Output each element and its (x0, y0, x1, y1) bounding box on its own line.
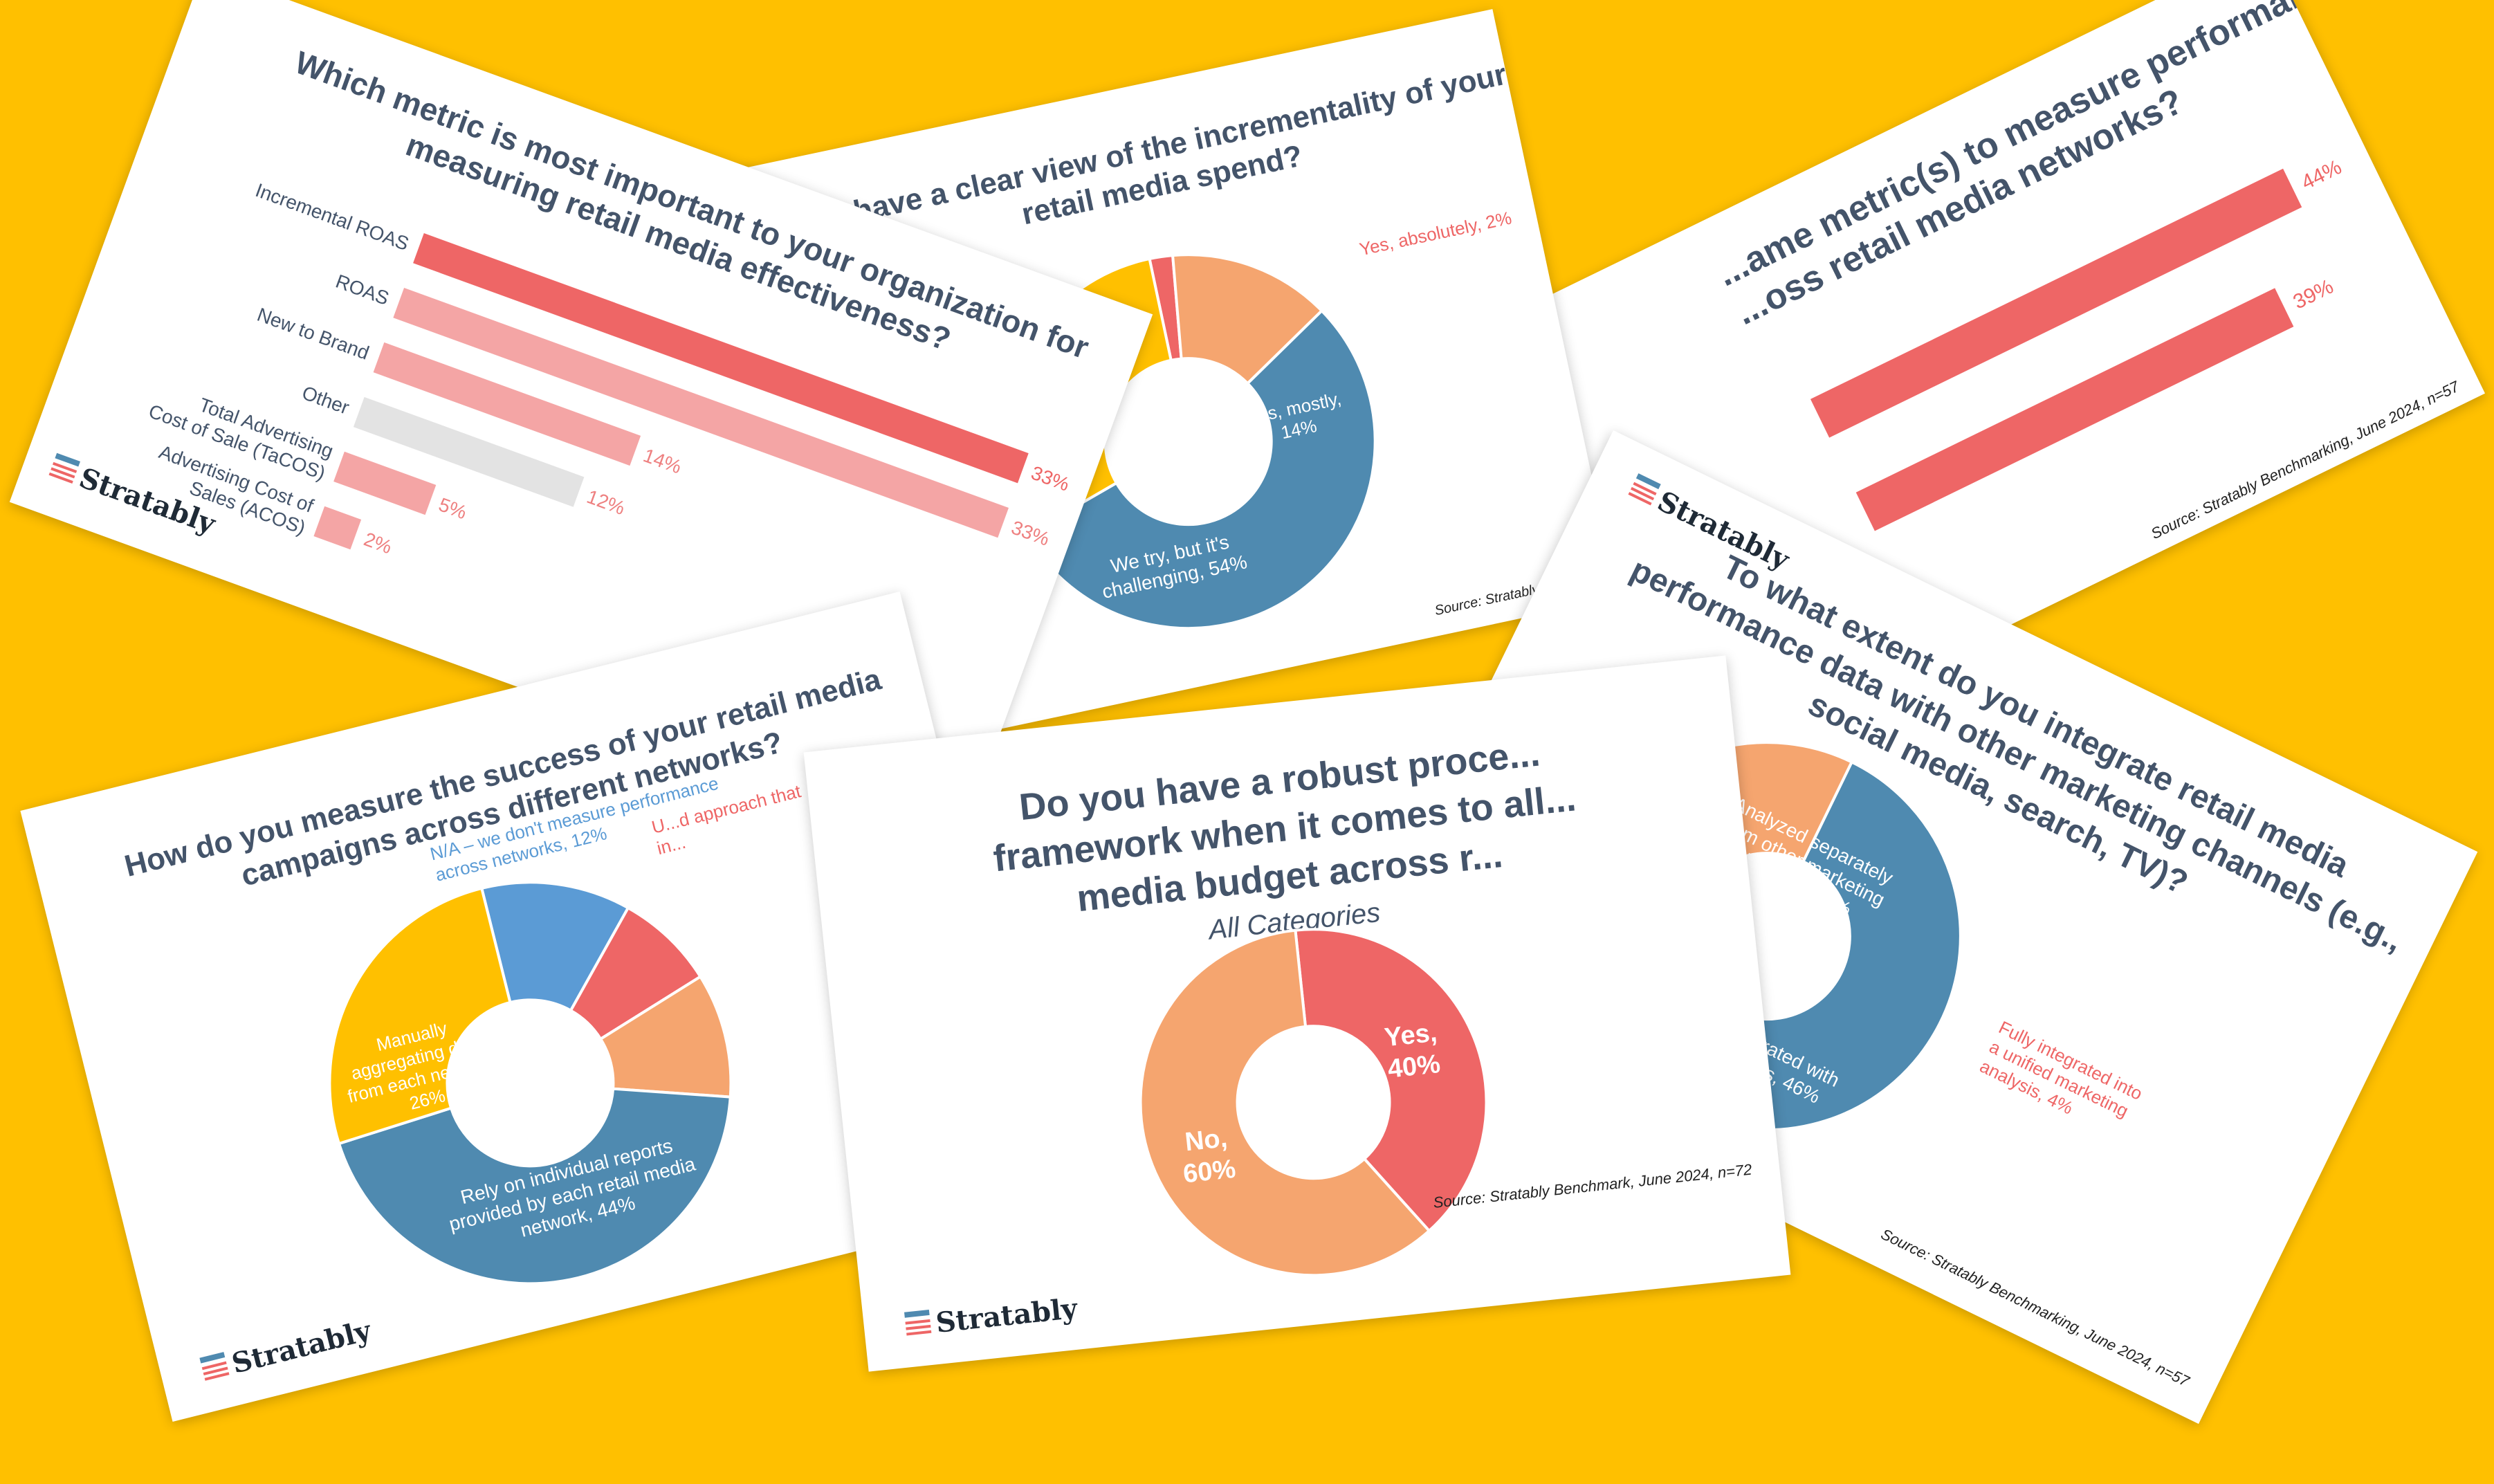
bar-data-label: 39% (2290, 275, 2337, 314)
bar-data-label: 33% (1009, 516, 1052, 549)
success-chart: How do you measure the success of your r… (121, 662, 885, 1381)
donut-label: Fully integrated intoa unified marketing… (1977, 1017, 2145, 1144)
donut-label: Yes, absolutely, 2% (1357, 207, 1513, 259)
bar-data-label: 5% (436, 493, 470, 523)
budget-source: Source: Stratably Benchmark, June 2024, … (1432, 1161, 1752, 1211)
donut-slice (479, 881, 630, 1013)
bar (373, 342, 641, 466)
bar (393, 287, 1009, 538)
bar-data-label: 44% (2298, 156, 2345, 194)
same-metric-source: Source: Stratably Benchmarking, June 202… (2148, 377, 2462, 542)
donut-label: No,60% (1178, 1123, 1237, 1189)
donut-slice (1025, 309, 1377, 630)
bar-data-label: 14% (641, 444, 684, 477)
bar-data-label: 33% (1029, 462, 1072, 495)
logo-text: Stratably (934, 1292, 1080, 1339)
category-label: New to Brand (255, 304, 372, 364)
stratably-logo-icon: Stratably (199, 1314, 376, 1381)
donut-slice (337, 1087, 732, 1285)
budget-chart: Do you have a robust proce... framework … (904, 732, 1752, 1339)
donut-slice (1139, 928, 1431, 1277)
bar (413, 233, 1029, 484)
donut-label: Yes,40% (1383, 1018, 1442, 1084)
bar (333, 451, 437, 515)
bar-data-label: 12% (584, 486, 627, 519)
integrate-source: Source: Stratably Benchmarking, June 202… (1878, 1225, 2192, 1391)
incrementality-title-1: ...u have a clear view of the incrementa… (799, 57, 1510, 240)
donut-slice (328, 886, 512, 1146)
category-label: Other (300, 382, 352, 419)
bar (1810, 168, 2302, 438)
slide-budget: Do you have a robust proce... framework … (803, 655, 1791, 1372)
stratably-logo-icon: Stratably (904, 1292, 1080, 1339)
bar-data-label: 2% (361, 528, 395, 558)
bar (353, 396, 585, 507)
bar (313, 506, 362, 550)
donut-slice (1171, 253, 1324, 386)
category-label: Incremental ROAS (253, 179, 412, 255)
slide-success: How do you measure the success of your r… (20, 592, 1052, 1422)
bar (1855, 288, 2294, 531)
same-metric-title-1: ...ame metric(s) to measure performance (1711, 0, 2352, 294)
logo-text: Stratably (228, 1314, 375, 1380)
donut-slice (1294, 928, 1488, 1233)
category-label: ROAS (333, 271, 392, 309)
